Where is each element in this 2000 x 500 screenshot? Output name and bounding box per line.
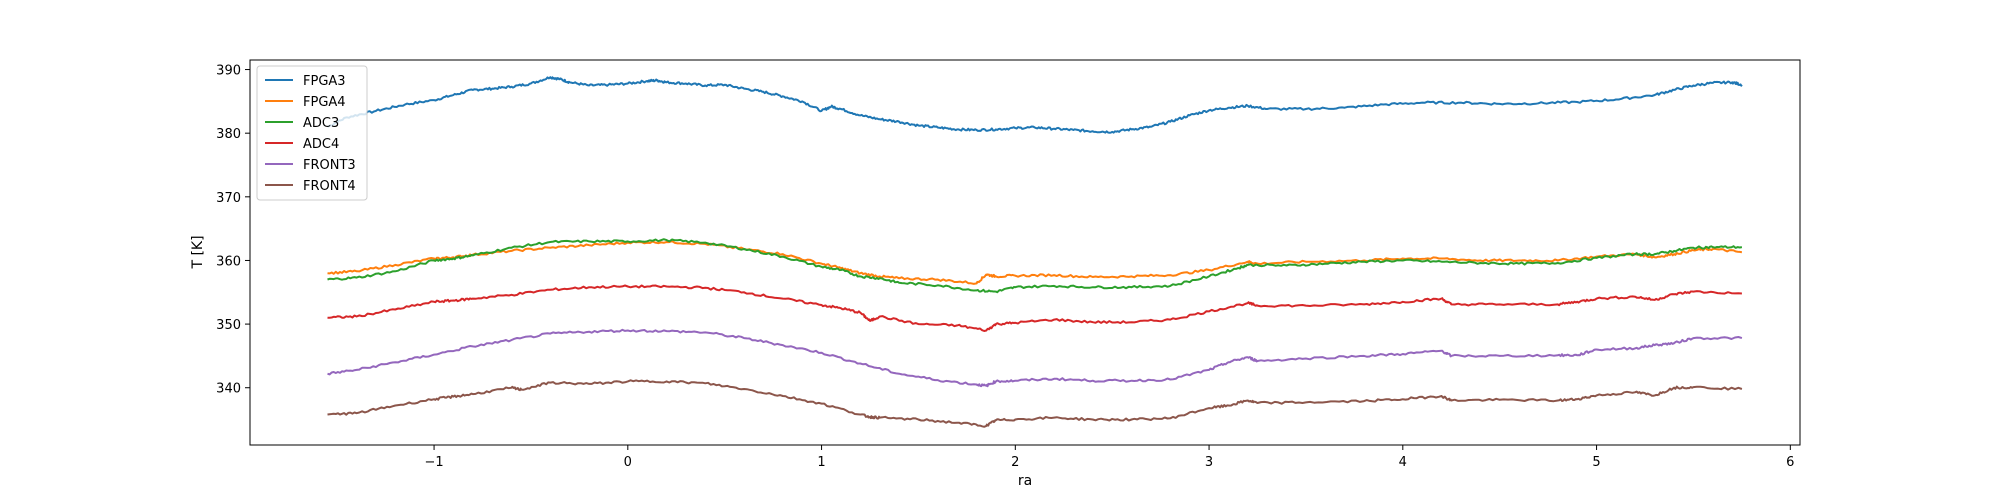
y-tick-label: 340 <box>216 382 241 397</box>
y-axis-label: T [K] <box>190 235 206 269</box>
legend-label-front3: FRONT3 <box>303 158 356 173</box>
x-tick-label: 1 <box>817 455 825 470</box>
legend-label-front4: FRONT4 <box>303 179 356 194</box>
x-tick-label: 3 <box>1205 455 1213 470</box>
y-tick-label: 380 <box>216 127 241 142</box>
x-tick-label: −1 <box>424 455 443 470</box>
legend-box <box>256 65 368 201</box>
series-layer <box>327 76 1743 428</box>
legend-label-adc3: ADC3 <box>303 116 339 131</box>
x-tick-label: 0 <box>624 455 632 470</box>
series-line-fpga4 <box>327 240 1743 285</box>
legend-label-adc4: ADC4 <box>303 137 339 152</box>
plot-area <box>250 60 1800 445</box>
y-tick-label: 390 <box>216 64 241 79</box>
series-line-fpga3 <box>327 76 1743 134</box>
y-tick-label: 370 <box>216 191 241 206</box>
legend: FPGA3 FPGA4 ADC3 ADC4 FRONT3 FRONT4 <box>256 65 368 201</box>
x-tick-label: 5 <box>1592 455 1600 470</box>
legend-label-fpga4: FPGA4 <box>303 95 346 110</box>
y-tick-label: 350 <box>216 318 241 333</box>
series-line-adc4 <box>327 284 1742 332</box>
plot-frame <box>249 59 1801 446</box>
legend-label-fpga3: FPGA3 <box>303 74 346 89</box>
series-line-adc3 <box>327 238 1743 294</box>
y-tick-label: 360 <box>216 254 241 269</box>
x-axis-ticks: −1 0 1 2 3 4 5 6 <box>424 445 1794 470</box>
x-tick-label: 6 <box>1786 455 1794 470</box>
series-line-front3 <box>327 328 1743 388</box>
x-axis-label: ra <box>1018 473 1032 489</box>
x-tick-label: 4 <box>1399 455 1407 470</box>
series-line-front4 <box>327 379 1743 428</box>
x-tick-label: 2 <box>1011 455 1019 470</box>
y-axis-ticks: 340 350 360 370 380 390 <box>216 64 250 397</box>
